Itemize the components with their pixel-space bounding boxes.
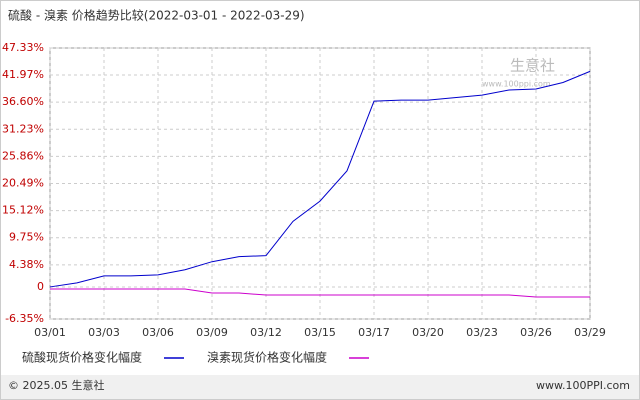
x-tick-label: 03/23: [466, 326, 498, 339]
legend-label: 硫酸现货价格变化幅度: [22, 350, 142, 365]
x-tick-label: 03/26: [520, 326, 552, 339]
y-tick-label: 4.38%: [9, 258, 44, 271]
series-line: [49, 70, 591, 288]
footer-bar: [1, 375, 639, 399]
watermark: 生意社: [510, 57, 555, 75]
footer-left: © 2025.05 生意社: [8, 378, 104, 392]
footer-right: www.100PPI.com: [536, 379, 630, 392]
series-line: [50, 288, 590, 298]
x-tick-label: 03/01: [34, 326, 66, 339]
x-tick-label: 03/20: [412, 326, 444, 339]
watermark-url: www.100ppi.com: [482, 80, 551, 89]
y-tick-label: 9.75%: [9, 231, 44, 244]
y-tick-label: 25.86%: [2, 149, 44, 162]
y-tick-label: 31.23%: [2, 122, 44, 135]
x-tick-label: 03/09: [196, 326, 228, 339]
y-tick-label: 20.49%: [2, 177, 44, 190]
x-tick-label: 03/06: [142, 326, 174, 339]
chart-title: 硫酸 - 溴素 价格趋势比较(2022-03-01 - 2022-03-29): [8, 8, 305, 23]
y-tick-label: -6.35%: [5, 312, 44, 325]
x-tick-label: 03/29: [574, 326, 606, 339]
y-tick-label: 36.60%: [2, 95, 44, 108]
y-tick-label: 0: [37, 280, 44, 293]
y-tick-label: 47.33%: [2, 41, 44, 54]
y-tick-label: 41.97%: [2, 68, 44, 81]
x-tick-label: 03/15: [304, 326, 336, 339]
x-tick-label: 03/03: [88, 326, 120, 339]
y-tick-label: 15.12%: [2, 204, 44, 217]
x-tick-label: 03/17: [358, 326, 390, 339]
legend-label: 溴素现货价格变化幅度: [207, 350, 327, 365]
x-tick-label: 03/12: [250, 326, 282, 339]
